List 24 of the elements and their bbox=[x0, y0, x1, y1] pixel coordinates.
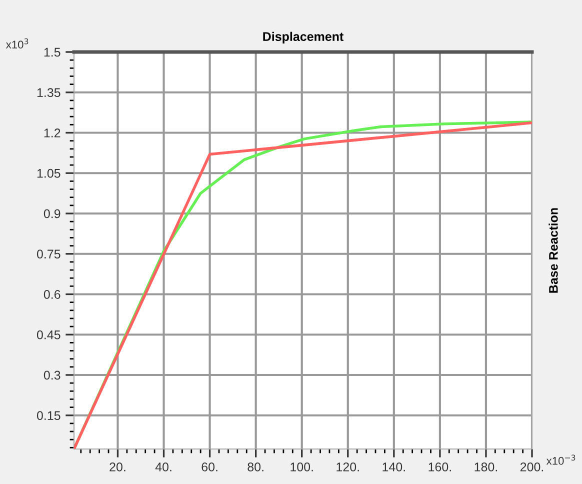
x-tick-label: 60. bbox=[202, 462, 218, 472]
x-tick-label: 140. bbox=[382, 462, 405, 472]
y-tick-label: 1.5 bbox=[44, 48, 60, 57]
chart-title: Displacement bbox=[263, 32, 344, 44]
x-tick-label: 20. bbox=[110, 462, 126, 472]
y-tick-label: 0.75 bbox=[36, 250, 60, 259]
y-tick-label: 1.35 bbox=[37, 88, 60, 98]
y-tick-label: 1.2 bbox=[44, 128, 60, 138]
y-axis-title: Base Reaction bbox=[548, 208, 558, 293]
x-tick-label: 80. bbox=[248, 462, 264, 472]
x-tick-label: 40. bbox=[155, 462, 172, 472]
text: x10$^{−3}$ bbox=[546, 454, 576, 465]
y-tick-label: 1.05 bbox=[37, 168, 60, 178]
x-tick-label: 120. bbox=[336, 462, 359, 472]
text: x10$^{3}$ bbox=[6, 38, 28, 49]
y-tick-label: 0.15 bbox=[36, 411, 60, 420]
y-tick-label: 0.9 bbox=[44, 209, 60, 218]
y-tick-label: 0.3 bbox=[44, 370, 60, 380]
x-tick-label: 160. bbox=[428, 462, 451, 472]
x-tick-label: 200. bbox=[520, 462, 544, 472]
x-tick-label: 180. bbox=[474, 462, 497, 472]
y-tick-label: 0.6 bbox=[44, 290, 60, 299]
x-tick-label: 100. bbox=[290, 462, 313, 472]
y-tick-label: 0.45 bbox=[36, 330, 60, 340]
